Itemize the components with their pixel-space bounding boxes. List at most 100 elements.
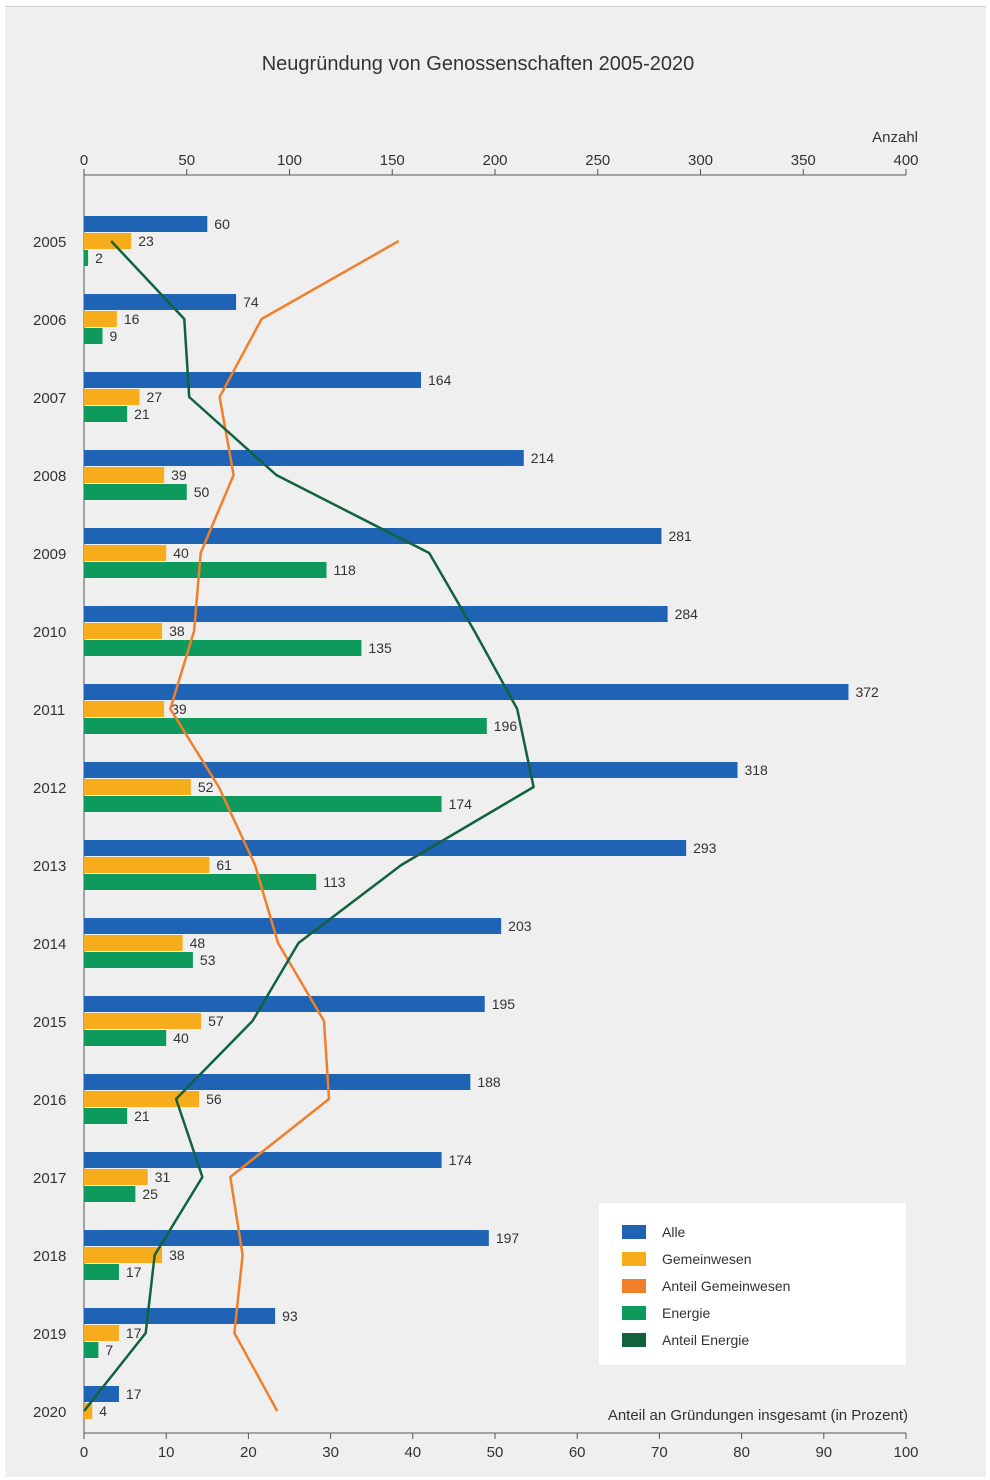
bar-gemeinwesen <box>84 1091 200 1107</box>
bar-energie <box>84 874 317 890</box>
bar-value-label: 74 <box>243 294 259 310</box>
bar-alle <box>84 528 662 544</box>
bottom-tick-label: 20 <box>240 1444 257 1461</box>
legend-box <box>599 1203 906 1365</box>
bar-gemeinwesen <box>84 623 163 639</box>
legend-entry: Anteil Gemeinwesen <box>662 1278 790 1294</box>
bar-value-label: 61 <box>216 857 232 873</box>
bar-value-label: 7 <box>105 1342 113 1358</box>
bar-value-label: 17 <box>126 1325 142 1341</box>
bar-alle <box>84 684 849 700</box>
bar-value-label: 31 <box>155 1169 171 1185</box>
top-tick-label: 150 <box>380 152 405 169</box>
bar-value-label: 197 <box>496 1230 520 1246</box>
bar-gemeinwesen <box>84 857 210 873</box>
bottom-tick-label: 0 <box>80 1444 88 1461</box>
year-label: 2011 <box>33 702 65 719</box>
legend-swatch <box>622 1225 646 1239</box>
category-labels: 2005 2006 2007 2008 2009 2010 2011 2012 2013 2014… <box>33 234 66 1421</box>
bar-value-label: 214 <box>531 450 555 466</box>
bar-value-label: 53 <box>200 952 216 968</box>
bar-value-label: 40 <box>173 1030 189 1046</box>
bar-alle <box>84 918 502 934</box>
year-label: 2010 <box>33 624 66 641</box>
bar-energie <box>84 1186 136 1202</box>
bar-energie <box>84 952 193 968</box>
bar-gemeinwesen <box>84 311 117 327</box>
bar-value-label: 60 <box>214 216 230 232</box>
line-anteil-gemeinwesen <box>169 239 400 1412</box>
chart: Neugründung von Genossenschaften 2005-20… <box>33 53 919 1461</box>
legend-swatch <box>622 1306 646 1320</box>
bar-value-label: 39 <box>171 467 187 483</box>
legend-swatch <box>622 1333 646 1347</box>
bar-gemeinwesen <box>84 1325 119 1341</box>
bar-value-label: 318 <box>744 762 768 778</box>
bar-value-label: 196 <box>494 718 518 734</box>
bar-gemeinwesen <box>84 1403 93 1419</box>
bar-value-label: 174 <box>449 1152 473 1168</box>
bar-value-label: 21 <box>134 406 150 422</box>
bottom-tick-label: 40 <box>404 1444 421 1461</box>
bar-alle <box>84 1152 442 1168</box>
bars: 6074164214281284372318293203195188174197… <box>84 216 879 1419</box>
bar-value-label: 113 <box>323 874 346 890</box>
year-label: 2015 <box>33 1014 66 1031</box>
year-label: 2019 <box>33 1326 66 1343</box>
bar-value-label: 50 <box>194 484 210 500</box>
bar-energie <box>84 1108 128 1124</box>
top-axis-label: Anzahl <box>872 129 918 146</box>
top-tick-label: 50 <box>178 152 195 169</box>
year-label: 2007 <box>33 390 66 407</box>
bottom-tick-label: 80 <box>733 1444 750 1461</box>
bar-value-label: 135 <box>368 640 392 656</box>
bottom-axis-label: Anteil an Gründungen insgesamt (in Proze… <box>608 1407 908 1424</box>
bar-value-label: 57 <box>208 1013 224 1029</box>
top-tick-label: 250 <box>585 152 610 169</box>
bar-value-label: 4 <box>99 1403 107 1419</box>
bar-alle <box>84 450 524 466</box>
bar-energie <box>84 562 327 578</box>
lines <box>83 239 535 1412</box>
bar-value-label: 38 <box>169 623 185 639</box>
bottom-tick-label: 30 <box>322 1444 339 1461</box>
legend-entry: Anteil Energie <box>662 1332 749 1348</box>
year-label: 2016 <box>33 1092 66 1109</box>
bottom-tick-label: 50 <box>487 1444 504 1461</box>
bar-value-label: 17 <box>126 1386 142 1402</box>
bar-energie <box>84 1030 167 1046</box>
bar-alle <box>84 1074 471 1090</box>
bar-alle <box>84 1230 489 1246</box>
bottom-axis: 0 10 20 30 40 50 60 70 80 90 100 <box>80 1432 919 1461</box>
bar-gemeinwesen <box>84 389 140 405</box>
top-tick-label: 100 <box>277 152 302 169</box>
legend: Alle Gemeinwesen Anteil Gemeinwesen Energie… <box>599 1203 906 1365</box>
top-tick-label: 350 <box>791 152 816 169</box>
bar-gemeinwesen <box>84 233 132 249</box>
top-tick-label: 400 <box>893 152 918 169</box>
bar-value-label: 188 <box>477 1074 501 1090</box>
year-label: 2020 <box>33 1404 66 1421</box>
bar-gemeinwesen <box>84 1169 148 1185</box>
bar-value-label: 372 <box>855 684 879 700</box>
bar-energie <box>84 640 362 656</box>
bar-gemeinwesen <box>84 701 165 717</box>
bottom-tick-label: 70 <box>651 1444 668 1461</box>
bar-value-label: 16 <box>124 311 140 327</box>
bar-alle <box>84 294 237 310</box>
bar-value-label: 23 <box>138 233 154 249</box>
chart-title: Neugründung von Genossenschaften 2005-20… <box>262 53 695 75</box>
bottom-tick-label: 90 <box>815 1444 832 1461</box>
bar-value-label: 38 <box>169 1247 185 1263</box>
bar-value-label: 2 <box>95 250 103 266</box>
legend-entry: Gemeinwesen <box>662 1251 752 1267</box>
year-label: 2017 <box>33 1170 66 1187</box>
bar-value-label: 25 <box>142 1186 158 1202</box>
bar-value-label: 293 <box>693 840 717 856</box>
bar-gemeinwesen <box>84 935 183 951</box>
bar-value-label: 48 <box>190 935 206 951</box>
bar-value-label: 164 <box>428 372 452 388</box>
bar-alle <box>84 840 687 856</box>
bar-alle <box>84 606 668 622</box>
year-label: 2013 <box>33 858 66 875</box>
